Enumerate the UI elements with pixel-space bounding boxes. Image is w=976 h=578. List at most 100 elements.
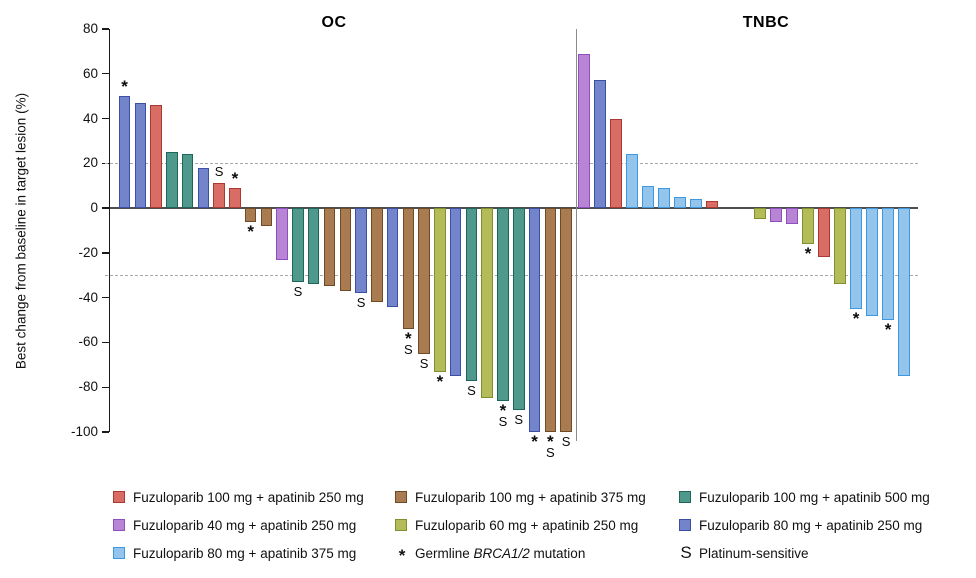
marker-stack: * S — [398, 330, 418, 357]
bar-oc-28 — [544, 208, 557, 432]
marker-stack: * — [241, 223, 261, 240]
marker-stack: * — [430, 371, 450, 391]
marker-stack: S — [556, 434, 576, 449]
reference-line-20 — [105, 163, 918, 165]
bar-tnbc-21 — [898, 208, 910, 377]
bar-oc-20 — [418, 208, 430, 354]
bar-tnbc-18 — [850, 208, 862, 309]
bar-oc-21 — [434, 208, 446, 372]
bar-tnbc-8 — [690, 199, 702, 209]
y-axis-line — [108, 29, 111, 432]
y-axis-tick — [102, 341, 109, 344]
germline-brca-marker: * — [852, 308, 860, 328]
bar-oc-12 — [292, 208, 304, 282]
y-axis-tick — [102, 386, 109, 388]
y-axis-tick-label: -40 — [78, 289, 98, 305]
legend: Fuzuloparib 100 mg + apatinib 250 mg Fuzu… — [113, 483, 963, 567]
marker-stack: S — [461, 382, 481, 398]
bar-tnbc-9 — [706, 201, 718, 209]
bar-oc-18 — [386, 208, 399, 307]
platinum-sensitive-marker: S — [467, 382, 476, 398]
bar-oc-1 — [118, 96, 131, 209]
marker-stack: * — [878, 320, 898, 340]
bar-oc-27 — [528, 208, 541, 432]
bar-tnbc-19 — [866, 208, 878, 316]
y-axis-tick-label: -100 — [70, 424, 98, 439]
bar-oc-14 — [323, 208, 336, 287]
bar-tnbc-15 — [802, 208, 814, 244]
bar-oc-24 — [481, 208, 493, 399]
bar-oc-9 — [244, 208, 257, 222]
germline-brca-symbol: * — [398, 546, 406, 565]
platinum-sensitive-symbol: S — [680, 543, 692, 562]
bar-tnbc-5 — [642, 185, 654, 209]
bar-oc-6 — [197, 167, 210, 209]
legend-item: Fuzuloparib 100 mg + apatinib 375 mg — [395, 483, 679, 511]
zero-baseline — [110, 207, 918, 209]
legend-label: Germline BRCA1/2 mutation — [415, 545, 586, 561]
y-axis-tick-label: 0 — [90, 200, 98, 216]
y-axis-tick — [102, 162, 109, 165]
bar-tnbc-20 — [882, 208, 894, 321]
legend-label: Fuzuloparib 100 mg + apatinib 375 mg — [415, 489, 646, 505]
bar-tnbc-2 — [594, 80, 606, 209]
platinum-sensitive-marker: S — [545, 445, 555, 460]
bar-oc-26 — [513, 208, 525, 410]
marker-stack: * S — [493, 402, 513, 429]
legend-item: Fuzuloparib 80 mg + apatinib 250 mg — [679, 511, 922, 539]
marker-stack: S — [209, 164, 229, 180]
y-axis-tick — [102, 252, 109, 254]
germline-brca-marker: * — [436, 371, 444, 391]
y-axis-tick — [102, 117, 109, 120]
bar-oc-2 — [134, 102, 147, 209]
y-axis-tick-label: 40 — [82, 110, 98, 126]
legend-swatch-teal — [679, 491, 691, 503]
panel-separator — [576, 29, 578, 441]
bar-tnbc-13 — [770, 208, 782, 222]
legend-label: Fuzuloparib 100 mg + apatinib 500 mg — [699, 489, 930, 505]
marker-stack: * — [798, 245, 818, 262]
reference-line--30 — [105, 275, 918, 277]
y-axis-tick-label: -20 — [78, 244, 98, 260]
legend-label: Fuzuloparib 100 mg + apatinib 250 mg — [133, 489, 364, 505]
legend-label: Fuzuloparib 40 mg + apatinib 250 mg — [133, 517, 357, 533]
marker-stack: S — [351, 295, 371, 311]
marker-stack: S — [509, 411, 529, 427]
legend-label: Platinum-sensitive — [699, 545, 809, 561]
bar-oc-19 — [402, 208, 415, 329]
legend-swatch-olive — [395, 519, 407, 531]
legend-swatch-orchid — [113, 519, 125, 531]
marker-stack: * — [225, 170, 245, 187]
bar-tnbc-4 — [626, 154, 638, 209]
legend-label: Fuzuloparib 80 mg + apatinib 375 mg — [133, 545, 357, 561]
panel-title-oc: OC — [321, 14, 347, 31]
bar-tnbc-6 — [658, 187, 670, 209]
platinum-sensitive-marker: S — [498, 413, 508, 429]
bar-tnbc-16 — [818, 208, 830, 258]
marker-stack: * S — [540, 433, 560, 460]
platinum-sensitive-marker: S — [356, 295, 366, 311]
bar-oc-11 — [276, 208, 288, 260]
bar-oc-7 — [213, 183, 225, 209]
panel-title-tnbc: TNBC — [742, 14, 790, 31]
y-axis-tick — [102, 296, 109, 299]
platinum-sensitive-marker: S — [404, 342, 413, 357]
y-axis-tick-label: 60 — [82, 65, 98, 81]
platinum-sensitive-marker: S — [561, 434, 571, 449]
germline-brca-marker: * — [884, 320, 892, 340]
y-axis-tick — [102, 28, 109, 30]
bar-tnbc-14 — [786, 208, 798, 224]
y-axis-tick — [102, 431, 109, 433]
legend-item: * Germline BRCA1/2 mutation — [395, 539, 679, 567]
legend-item: S Platinum-sensitive — [679, 539, 919, 567]
bar-oc-10 — [260, 208, 273, 227]
platinum-sensitive-marker: S — [214, 164, 224, 180]
y-axis-tick-label: 80 — [82, 21, 98, 36]
legend-item: Fuzuloparib 60 mg + apatinib 250 mg — [395, 511, 679, 539]
marker-stack: S — [288, 284, 308, 298]
bar-tnbc-12 — [754, 208, 766, 220]
germline-brca-marker: * — [531, 432, 538, 451]
platinum-sensitive-marker: S — [514, 411, 524, 427]
